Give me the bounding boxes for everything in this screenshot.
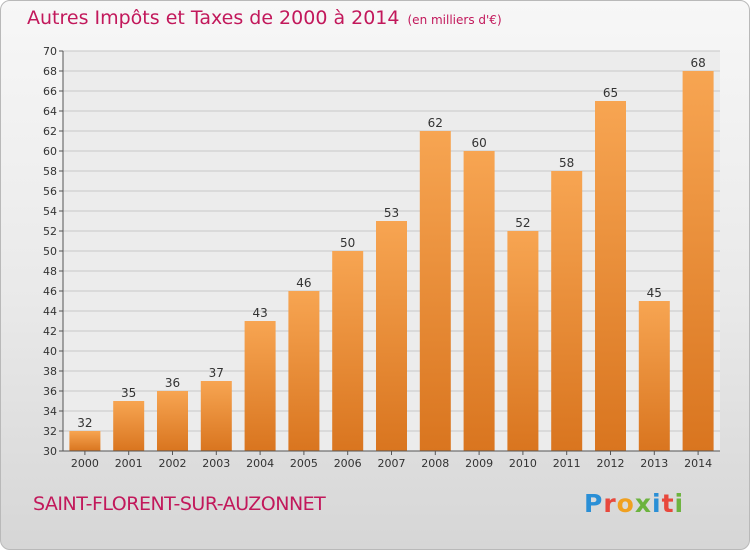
x-tick-label: 2001	[115, 457, 143, 470]
y-tick-label: 30	[43, 445, 57, 458]
y-tick-label: 46	[43, 285, 57, 298]
y-tick-label: 60	[43, 145, 57, 158]
data-label-2013: 45	[647, 286, 662, 300]
bar-2008	[419, 131, 451, 451]
x-tick-label: 2013	[640, 457, 668, 470]
bar-2002	[157, 391, 188, 451]
y-tick-label: 68	[43, 65, 57, 78]
x-tick-label: 2011	[553, 457, 581, 470]
y-tick-label: 70	[43, 45, 57, 58]
x-tick-label: 2005	[290, 457, 318, 470]
y-tick-label: 38	[43, 365, 57, 378]
chart-title: Autres Impôts et Taxes de 2000 à 2014 (en…	[27, 7, 502, 29]
y-tick-label: 32	[43, 425, 57, 438]
data-label-2007: 53	[384, 206, 399, 220]
bar-2001	[113, 401, 145, 451]
y-axis: 30 32 34 36 38 40 42 44 46 48 50 52 54 56 58 60 62 64 66 68…	[43, 45, 64, 458]
y-tick-label: 66	[43, 85, 57, 98]
location-label: SAINT-FLORENT-SUR-AUZONNET	[33, 493, 326, 515]
data-label-2006: 50	[340, 236, 355, 250]
y-tick-label: 52	[43, 225, 57, 238]
y-tick-label: 40	[43, 345, 57, 358]
x-tick-label: 2007	[378, 457, 406, 470]
bar-2005	[288, 291, 320, 451]
data-label-2002: 36	[165, 376, 180, 390]
y-tick-label: 48	[43, 265, 57, 278]
data-label-2011: 58	[559, 156, 574, 170]
bar-2012	[595, 101, 626, 451]
data-label-2010: 52	[515, 216, 530, 230]
bar-2010	[507, 231, 539, 451]
x-tick-label: 2004	[246, 457, 274, 470]
y-tick-label: 34	[43, 405, 57, 418]
data-label-2000: 32	[77, 416, 92, 430]
y-tick-label: 44	[43, 305, 57, 318]
y-tick-label: 50	[43, 245, 57, 258]
x-tick-label: 2014	[684, 457, 712, 470]
bar-2000	[69, 431, 101, 451]
data-label-2004: 43	[252, 306, 267, 320]
bar-2014	[682, 71, 714, 451]
y-tick-label: 42	[43, 325, 57, 338]
x-tick-label: 2008	[421, 457, 449, 470]
x-tick-label: 2000	[71, 457, 99, 470]
bars: 32 35 36 37 43 46 50 53 62 60 52 58 65 45 68	[69, 56, 714, 451]
data-label-2005: 46	[296, 276, 311, 290]
data-label-2012: 65	[603, 86, 618, 100]
y-tick-label: 62	[43, 125, 57, 138]
bar-2004	[244, 321, 276, 451]
subtitle-text: (en milliers d'€)	[407, 13, 502, 27]
x-tick-label: 2010	[509, 457, 537, 470]
y-tick-label: 54	[43, 205, 57, 218]
x-tick-label: 2003	[202, 457, 230, 470]
proxiti-logo: Proxiti	[584, 489, 685, 518]
y-tick-label: 64	[43, 105, 57, 118]
bar-2009	[463, 151, 495, 451]
bar-2011	[551, 171, 583, 451]
x-axis: 2000 2001 2002 2003 2004 2005 2006 2007 2008 2009…	[63, 450, 720, 470]
bar-2007	[376, 221, 407, 451]
data-label-2001: 35	[121, 386, 136, 400]
title-text: Autres Impôts et Taxes de 2000 à 2014	[27, 7, 400, 29]
data-label-2014: 68	[690, 56, 705, 70]
y-tick-label: 58	[43, 165, 57, 178]
data-label-2008: 62	[428, 116, 443, 130]
data-label-2003: 37	[209, 366, 224, 380]
x-tick-label: 2012	[597, 457, 625, 470]
y-tick-label: 36	[43, 385, 57, 398]
x-tick-label: 2006	[334, 457, 362, 470]
data-label-2009: 60	[471, 136, 486, 150]
bar-2013	[638, 301, 670, 451]
x-tick-label: 2002	[159, 457, 187, 470]
x-tick-label: 2009	[465, 457, 493, 470]
y-tick-label: 56	[43, 185, 57, 198]
bar-2003	[200, 381, 232, 451]
bar-2006	[332, 251, 364, 451]
